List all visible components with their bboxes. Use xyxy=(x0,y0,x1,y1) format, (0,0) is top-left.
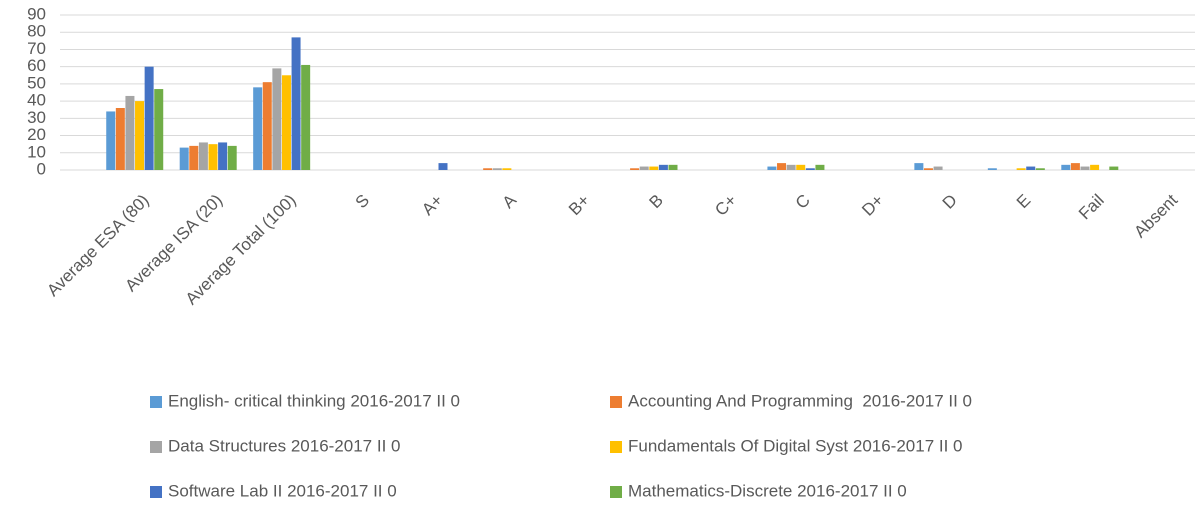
legend-label: Accounting And Programming 2016-2017 II … xyxy=(628,391,972,410)
bar xyxy=(144,66,154,170)
bar xyxy=(115,108,125,170)
bar xyxy=(135,101,145,170)
y-tick-label: 90 xyxy=(27,4,46,23)
bar xyxy=(1080,166,1090,170)
x-tick-label: Fail xyxy=(1075,191,1108,224)
y-tick-label: 50 xyxy=(27,73,46,92)
bar xyxy=(1070,163,1080,170)
bar xyxy=(179,147,189,170)
legend-swatch xyxy=(150,441,162,453)
bar xyxy=(125,95,135,170)
bar xyxy=(786,164,796,170)
legend-swatch xyxy=(610,441,622,453)
x-tick-label: E xyxy=(1013,191,1034,212)
y-tick-label: 40 xyxy=(27,91,46,110)
x-tick-label: A+ xyxy=(418,191,447,220)
y-tick-label: 10 xyxy=(27,142,46,161)
legend-label: English- critical thinking 2016-2017 II … xyxy=(168,391,460,410)
bar xyxy=(923,168,933,170)
legend-swatch xyxy=(610,486,622,498)
x-tick-label: B xyxy=(646,191,667,212)
bar xyxy=(639,166,649,170)
bar xyxy=(1109,166,1119,170)
legend-label: Mathematics-Discrete 2016-2017 II 0 xyxy=(628,481,907,500)
x-tick-label: S xyxy=(352,191,373,212)
y-tick-label: 70 xyxy=(27,39,46,58)
bar xyxy=(1090,164,1100,170)
legend-swatch xyxy=(150,486,162,498)
x-tick-label: D+ xyxy=(858,191,887,220)
bar xyxy=(154,89,164,170)
legend-swatch xyxy=(150,396,162,408)
bar xyxy=(301,64,311,170)
bar xyxy=(189,145,199,170)
bar xyxy=(253,87,263,170)
x-tick-label: A xyxy=(499,190,521,212)
x-tick-label: D xyxy=(939,191,961,213)
bar xyxy=(777,163,787,170)
bar xyxy=(815,164,825,170)
legend-label: Data Structures 2016-2017 II 0 xyxy=(168,436,400,455)
bar xyxy=(1061,164,1071,170)
x-tick-label: Absent xyxy=(1130,190,1181,241)
bar xyxy=(218,142,228,170)
bar xyxy=(291,37,301,171)
bar xyxy=(262,82,272,170)
bar xyxy=(805,168,815,170)
legend-label: Software Lab II 2016-2017 II 0 xyxy=(168,481,397,500)
bar xyxy=(668,164,678,170)
bar xyxy=(198,142,208,170)
legend-label: Fundamentals Of Digital Syst 2016-2017 I… xyxy=(628,436,963,455)
bar xyxy=(933,166,943,170)
bar xyxy=(1016,168,1026,170)
bar xyxy=(281,75,291,170)
x-tick-label: B+ xyxy=(565,191,594,220)
bar xyxy=(106,111,116,170)
bar xyxy=(649,166,659,170)
y-tick-label: 60 xyxy=(27,56,46,75)
y-tick-label: 30 xyxy=(27,108,46,127)
bar xyxy=(272,68,282,170)
y-tick-label: 0 xyxy=(37,159,46,178)
bar xyxy=(914,163,924,170)
bar xyxy=(483,168,493,170)
y-tick-label: 80 xyxy=(27,22,46,41)
bar xyxy=(438,163,448,170)
bar xyxy=(1026,166,1036,170)
bar xyxy=(630,168,640,170)
legend-swatch xyxy=(610,396,622,408)
bar xyxy=(227,145,237,170)
bar xyxy=(502,168,512,170)
bar xyxy=(767,166,777,170)
x-tick-label: C+ xyxy=(711,191,740,220)
bar xyxy=(987,168,997,170)
bar xyxy=(208,144,218,170)
bar xyxy=(796,164,806,170)
x-tick-label: C xyxy=(792,191,814,213)
bar xyxy=(492,168,502,170)
y-tick-label: 20 xyxy=(27,125,46,144)
bar xyxy=(1035,168,1045,170)
bar xyxy=(658,164,668,170)
